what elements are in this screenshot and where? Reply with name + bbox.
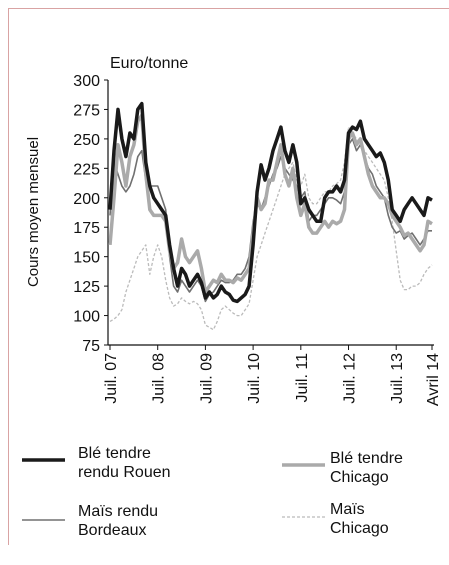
legend-label: Blé tendre Chicago xyxy=(330,450,403,486)
y-tick-label: 175 xyxy=(73,220,100,237)
x-tick-label: Juil. 08 xyxy=(151,353,168,404)
y-tick-label: 225 xyxy=(73,161,100,178)
x-tick-label: Juil. 07 xyxy=(103,353,120,404)
y-axis-label: Cours moyen mensuel xyxy=(25,137,42,287)
y-tick-label: 125 xyxy=(73,279,100,296)
frame xyxy=(8,8,449,545)
x-tick-label: Juil. 11 xyxy=(294,353,311,403)
series-line xyxy=(108,101,433,304)
y-tick-label: 275 xyxy=(73,102,100,119)
x-tick-label: Juil. 09 xyxy=(198,353,215,404)
y-tick-label: 150 xyxy=(73,250,100,267)
x-tick-label: Juil. 10 xyxy=(246,353,263,404)
x-tick-label: Avril 14 xyxy=(425,353,442,406)
y-tick-label: 300 xyxy=(73,73,100,90)
y-tick-label: 200 xyxy=(73,191,100,208)
series-line xyxy=(109,126,433,331)
x-tick-label: Juil. 12 xyxy=(342,353,359,404)
series-line xyxy=(108,113,433,294)
y-tick-label: 75 xyxy=(82,338,100,355)
legend-label: Blé tendre rendu Rouen xyxy=(78,445,171,481)
subtitle: Euro/tonne xyxy=(110,55,188,72)
x-tick-label: Juil. 13 xyxy=(389,353,406,404)
y-tick-label: 250 xyxy=(73,132,100,149)
y-tick-label: 100 xyxy=(73,309,100,326)
legend-label: Maïs Chicago xyxy=(330,501,389,537)
legend-label: Maïs rendu Bordeaux xyxy=(78,503,159,539)
